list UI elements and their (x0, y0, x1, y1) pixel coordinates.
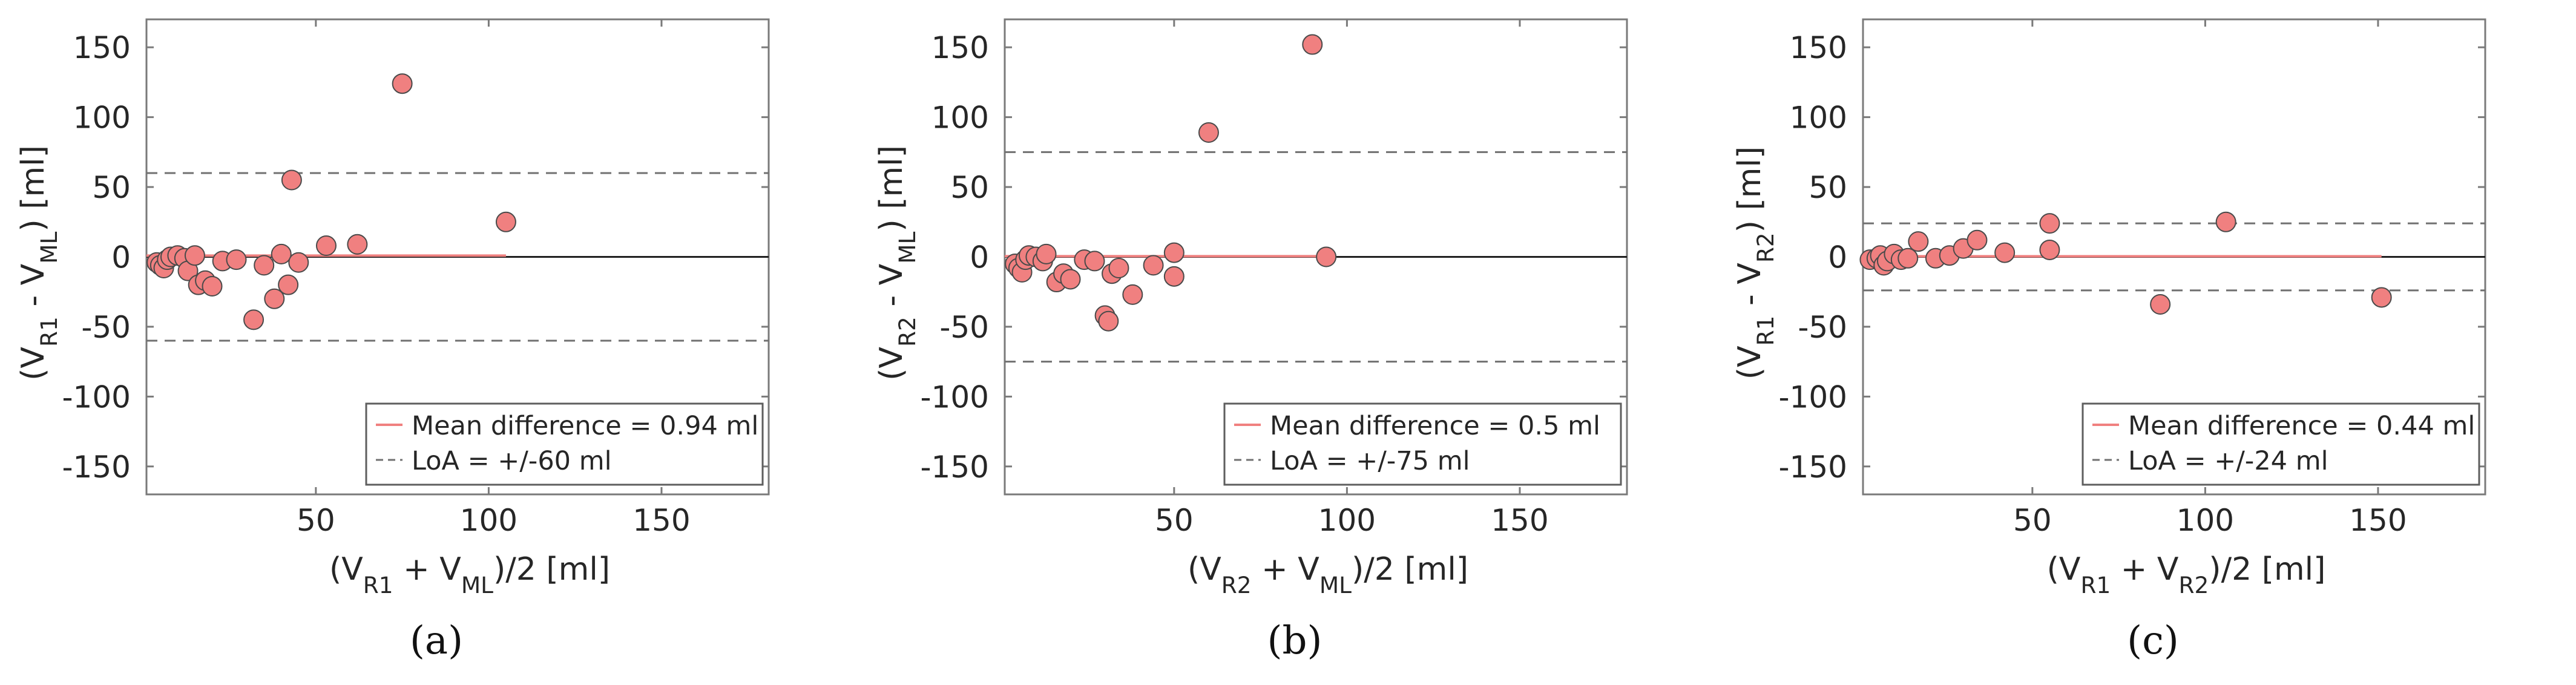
x-axis-label: (VR2 + VML)/2 [ml] (1188, 551, 1468, 598)
x-tick-label: 150 (632, 503, 690, 538)
data-point-18 (2215, 211, 2236, 232)
y-tick-label: -150 (921, 450, 989, 485)
legend-loa-label: LoA = +/-60 ml (412, 446, 612, 476)
data-point-19 (2371, 287, 2392, 308)
y-tick-label: 50 (1809, 170, 1847, 205)
data-point-16 (2039, 239, 2060, 260)
data-point-25 (495, 211, 516, 232)
data-point-20 (1163, 242, 1184, 263)
y-tick-label: -100 (62, 379, 131, 415)
data-point-16 (254, 255, 275, 276)
x-tick-label: 50 (1155, 503, 1194, 538)
data-point-14 (1994, 242, 2016, 263)
y-tick-label: 0 (1828, 240, 1847, 275)
y-tick-label: -50 (81, 310, 131, 345)
data-point-15 (1098, 310, 1119, 332)
data-point-12 (202, 275, 223, 297)
data-point-20 (281, 169, 302, 191)
data-point-8 (1898, 247, 1919, 269)
y-tick-label: 100 (1790, 100, 1847, 136)
panel-caption: (b) (1267, 618, 1322, 663)
legend-box (2082, 402, 2480, 486)
data-point-24 (392, 73, 413, 94)
legend-mean-label: Mean difference = 0.44 ml (2128, 411, 2475, 441)
y-tick-label: 150 (932, 30, 989, 65)
legend-mean-label: Mean difference = 0.94 ml (412, 411, 758, 441)
panel-caption: (a) (410, 618, 463, 663)
data-point-19 (278, 274, 299, 295)
y-tick-label: 100 (932, 100, 989, 136)
y-axis-label: (VR2 - VML) [ml] (873, 145, 921, 381)
x-tick-label: 100 (460, 503, 518, 538)
y-tick-label: 50 (92, 170, 131, 205)
data-point-22 (315, 235, 337, 257)
y-tick-label: -100 (1779, 379, 1847, 415)
data-point-22 (1198, 122, 1219, 143)
chart-svg-c: -150 -100 -50 0 50 100 150 50 100 150 Mean differe… (1732, 18, 2486, 663)
y-tick-label: 100 (73, 100, 131, 136)
data-point-15 (243, 309, 264, 330)
data-point-17 (264, 288, 285, 309)
y-axis-label: (VR1 - VML) [ml] (15, 145, 62, 381)
x-tick-label: 50 (2013, 503, 2052, 538)
data-point-13 (1966, 229, 1988, 251)
data-point-18 (271, 243, 292, 264)
data-point-19 (1143, 255, 1164, 276)
data-point-17 (1108, 257, 1129, 278)
x-axis-label: (VR1 + VML)/2 [ml] (329, 551, 610, 598)
legend-box (365, 402, 764, 486)
legend-loa-label: LoA = +/-75 ml (1270, 446, 1470, 476)
data-point-13 (1084, 251, 1105, 272)
legend-loa-label: LoA = +/-24 ml (2128, 446, 2328, 476)
data-point-21 (1163, 266, 1184, 287)
y-tick-label: -50 (939, 310, 989, 345)
panel-caption: (c) (2127, 618, 2179, 663)
y-axis-label: (VR1 - VR2) [ml] (1732, 146, 1779, 379)
data-point-9 (1908, 231, 1929, 252)
x-tick-label: 100 (1318, 503, 1376, 538)
panel-b: -150 -100 -50 0 50 100 150 50 100 150 Mean differe… (858, 0, 1717, 685)
y-tick-label: -50 (1798, 310, 1847, 345)
data-point-15 (2039, 213, 2060, 234)
data-point-9 (184, 245, 205, 266)
data-point-23 (347, 234, 368, 255)
data-point-24 (1316, 246, 1337, 267)
panel-a: -150 -100 -50 0 50 100 150 50 100 150 Mean differe… (0, 0, 858, 685)
y-tick-label: -150 (1779, 450, 1847, 485)
y-tick-label: 150 (73, 30, 131, 65)
data-point-21 (288, 252, 309, 273)
x-tick-label: 50 (297, 503, 335, 538)
x-axis-label: (VR1 + VR2)/2 [ml] (2047, 551, 2326, 598)
y-tick-label: 150 (1790, 30, 1847, 65)
y-tick-label: 0 (970, 240, 989, 275)
data-point-17 (2150, 294, 2171, 315)
data-point-8 (1036, 243, 1057, 264)
chart-svg-a: -150 -100 -50 0 50 100 150 50 100 150 Mean differe… (15, 18, 770, 663)
y-tick-label: -100 (921, 379, 989, 415)
chart-svg-b: -150 -100 -50 0 50 100 150 50 100 150 Mean differe… (873, 18, 1628, 663)
y-tick-label: 50 (950, 170, 989, 205)
data-point-18 (1122, 284, 1143, 305)
legend-mean-label: Mean difference = 0.5 ml (1270, 411, 1600, 441)
x-tick-label: 150 (2349, 503, 2407, 538)
legend-box (1223, 402, 1622, 486)
x-tick-label: 150 (1491, 503, 1548, 538)
y-tick-label: -150 (62, 450, 131, 485)
data-point-23 (1302, 34, 1323, 55)
data-point-11 (1060, 269, 1081, 290)
x-tick-label: 100 (2177, 503, 2234, 538)
y-tick-label: 0 (111, 240, 131, 275)
data-point-14 (226, 249, 247, 270)
panel-c: -150 -100 -50 0 50 100 150 50 100 150 Mean differe… (1717, 0, 2575, 685)
